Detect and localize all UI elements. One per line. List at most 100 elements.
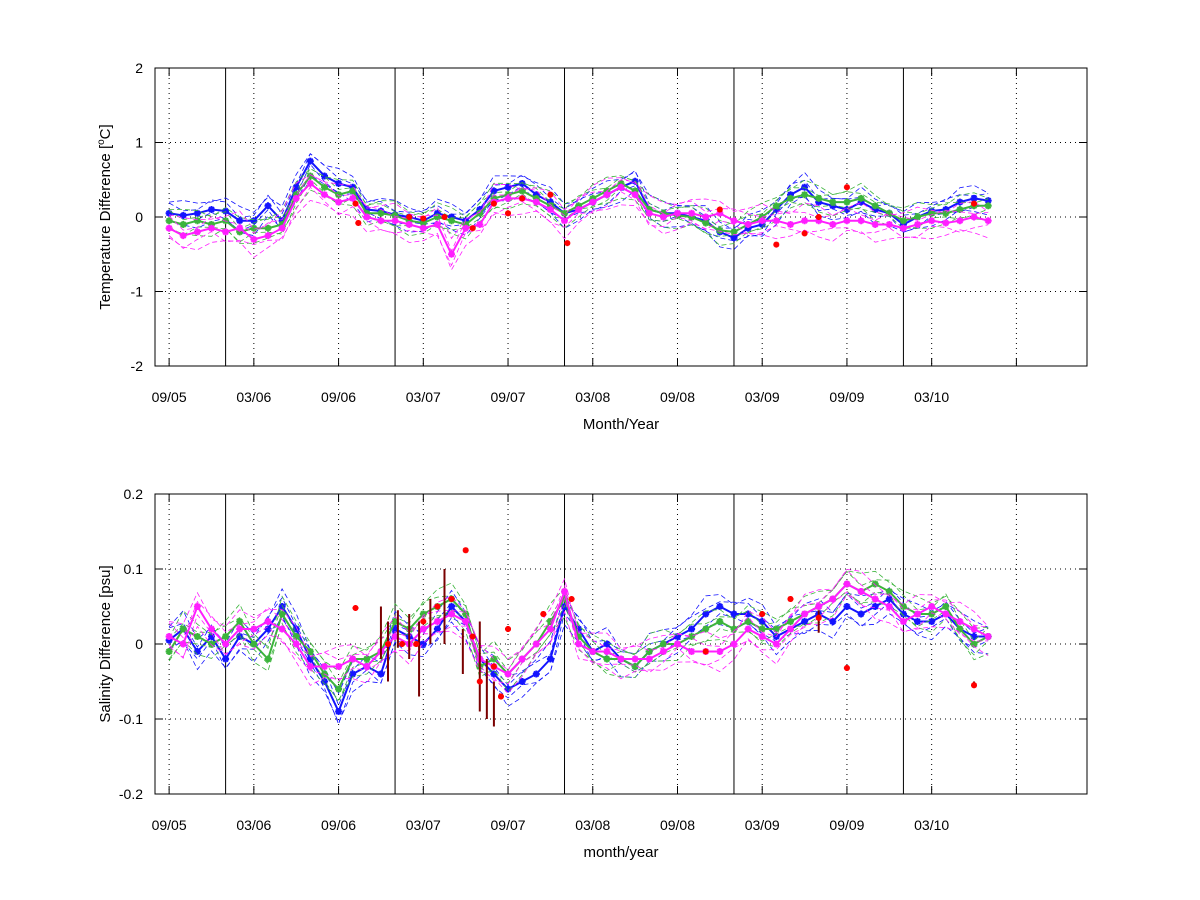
salinity-red-point xyxy=(352,605,359,611)
salinity-series-magenta-point xyxy=(815,603,823,610)
salinity-series-magenta-point xyxy=(716,648,724,655)
temperature-series-magenta-point xyxy=(306,180,314,187)
temperature-series-green-point xyxy=(631,187,639,195)
salinity-series-green-point xyxy=(222,633,230,640)
salinity-series-green-point xyxy=(744,618,752,625)
temperature-red-point xyxy=(801,230,808,237)
temperature-series-green-point xyxy=(801,191,809,199)
temperature-series-magenta-point xyxy=(193,228,201,236)
salinity-series-green-point xyxy=(208,640,215,648)
temperature-x-tick-label: 03/08 xyxy=(575,389,610,405)
temperature-series-magenta-point xyxy=(250,235,258,243)
salinity-series-magenta-point xyxy=(546,625,554,633)
salinity-series-magenta-envelope xyxy=(168,569,989,671)
salinity-series-magenta-point xyxy=(335,663,343,670)
temperature-series-magenta-point xyxy=(702,213,710,221)
temperature-series-green-point xyxy=(405,217,413,225)
salinity-series-green-point xyxy=(490,655,498,663)
salinity-series-blue-point xyxy=(490,670,498,678)
temperature-series-green-point xyxy=(264,224,272,232)
temperature-series-green-point xyxy=(772,202,780,210)
temperature-series-magenta-point xyxy=(561,217,568,225)
salinity-series-magenta-point xyxy=(419,625,427,633)
salinity-red-point xyxy=(540,611,547,617)
salinity-series-green-point xyxy=(363,655,371,663)
salinity-series-blue-point xyxy=(899,610,907,618)
salinity-series-green-point xyxy=(956,625,964,633)
temperature-series-green-point xyxy=(928,209,936,217)
temperature-series-magenta-point xyxy=(674,209,681,217)
temperature-series-magenta-point xyxy=(758,217,766,225)
salinity-red-point xyxy=(476,678,483,685)
temperature-series-green-point xyxy=(688,213,696,221)
temperature-series-magenta-point xyxy=(787,221,794,228)
temperature-series-magenta-point xyxy=(222,228,230,236)
salinity-series-green-point xyxy=(645,648,653,655)
salinity-series-green-envelope xyxy=(168,570,989,684)
salinity-series-green-point xyxy=(335,685,343,693)
salinity-series-blue-point xyxy=(236,633,244,640)
salinity-series-blue-point xyxy=(321,678,328,685)
temperature-y-tick-label: 1 xyxy=(135,135,143,151)
salinity-series-green-point xyxy=(772,625,780,633)
salinity-red-point xyxy=(702,648,709,655)
temperature-series-blue-point xyxy=(250,217,258,225)
salinity-series-magenta-point xyxy=(928,603,936,610)
temperature-series-green-point xyxy=(490,194,498,202)
temperature-difference-panel: -2 -1 0 1 2 09/05 03/06 09/06 03/07 09/07 03/08 09/… xyxy=(96,60,1088,433)
salinity-red-point xyxy=(498,693,504,700)
salinity-series-blue-point xyxy=(222,655,230,663)
salinity-red-point xyxy=(448,596,455,602)
salinity-red-point xyxy=(759,611,766,617)
temperature-series-blue-point xyxy=(321,172,328,180)
temperature-series-magenta-point xyxy=(335,198,343,206)
temperature-series-blue-point xyxy=(448,213,455,221)
salinity-series-magenta-point xyxy=(914,610,921,618)
temperature-series-blue-point xyxy=(264,202,272,210)
salinity-series-blue-point xyxy=(448,603,455,610)
temperature-series-magenta-point xyxy=(278,224,286,232)
temperature-series-green-point xyxy=(575,202,583,210)
temperature-series-green-point xyxy=(532,194,540,202)
temperature-series-green-point xyxy=(476,209,484,217)
salinity-series-blue-point xyxy=(518,678,526,685)
temperature-series-magenta-point xyxy=(448,250,455,258)
salinity-series-magenta-point xyxy=(236,625,244,633)
temperature-series-green-point xyxy=(292,191,300,199)
salinity-series-magenta-point xyxy=(885,603,893,610)
salinity-series-blue-point xyxy=(335,708,343,715)
salinity-series-magenta-point xyxy=(462,618,470,625)
temperature-series-magenta xyxy=(165,174,992,271)
salinity-series-blue-point xyxy=(306,655,314,663)
salinity-series-magenta-point xyxy=(193,603,201,610)
temperature-series-magenta-point xyxy=(349,194,357,202)
temperature-series-green-point xyxy=(236,228,244,236)
salinity-series-magenta-point xyxy=(956,618,964,625)
salinity-series-green-point xyxy=(659,640,667,648)
salinity-y-tick-label: 0.1 xyxy=(124,561,144,577)
salinity-red-point xyxy=(462,547,469,554)
temperature-series-green-point xyxy=(518,187,526,195)
temperature-series-green-envelope xyxy=(168,189,989,246)
temperature-series-magenta-point xyxy=(956,217,964,225)
temperature-series-magenta-envelope xyxy=(168,186,989,267)
salinity-series-magenta-point xyxy=(730,640,738,648)
temperature-series-magenta-point xyxy=(659,213,667,221)
salinity-series-magenta-point xyxy=(617,655,625,663)
salinity-series-blue-point xyxy=(603,640,611,648)
temperature-series-green-point xyxy=(278,221,286,228)
salinity-series-magenta-point xyxy=(264,618,272,625)
temperature-red-point xyxy=(716,206,723,213)
temperature-red-point xyxy=(971,200,977,207)
salinity-x-tick-label: 09/05 xyxy=(152,817,187,833)
temperature-series-magenta-point xyxy=(462,224,470,232)
temperature-series-blue-point xyxy=(208,206,215,213)
temperature-red-point xyxy=(441,214,448,220)
temperature-x-tick-label: 09/07 xyxy=(491,389,526,405)
salinity-series-green-point xyxy=(942,603,950,610)
salinity-x-tick-label: 03/07 xyxy=(406,817,441,833)
temperature-series-magenta-point xyxy=(772,217,780,225)
salinity-series-magenta-point xyxy=(349,655,357,663)
temperature-series-green-point xyxy=(193,217,201,225)
